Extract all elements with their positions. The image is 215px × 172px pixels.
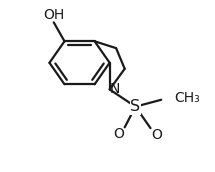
- Text: O: O: [113, 127, 124, 141]
- Text: CH₃: CH₃: [174, 91, 200, 105]
- Text: S: S: [130, 99, 141, 114]
- Text: OH: OH: [43, 8, 64, 22]
- Text: O: O: [152, 128, 162, 142]
- Text: N: N: [110, 82, 120, 96]
